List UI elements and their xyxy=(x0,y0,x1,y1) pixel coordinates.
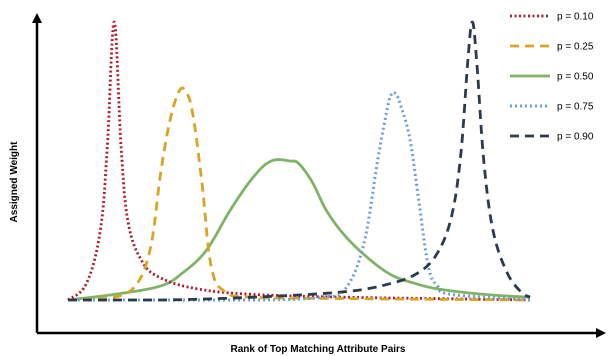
legend: p = 0.10 p = 0.25 p = 0.50 p = 0.75 p = 0.90 xyxy=(510,12,594,143)
series-line-p-0-50 xyxy=(67,158,531,302)
legend-label: p = 0.75 xyxy=(557,102,594,113)
legend-item: p = 0.50 xyxy=(510,72,594,83)
series-line-p-0-90 xyxy=(67,20,531,302)
legend-item: p = 0.25 xyxy=(510,42,594,53)
legend-label: p = 0.50 xyxy=(557,72,594,83)
series-line-p-0-25 xyxy=(67,86,531,302)
series-line-p-0-75 xyxy=(67,90,531,302)
legend-label: p = 0.10 xyxy=(557,12,594,23)
legend-item: p = 0.75 xyxy=(510,102,594,113)
legend-item: p = 0.90 xyxy=(510,132,594,143)
series-group xyxy=(67,20,531,302)
x-axis-label: Rank of Top Matching Attribute Pairs xyxy=(230,344,405,355)
series-line-p-0-10 xyxy=(67,20,531,302)
legend-label: p = 0.90 xyxy=(557,132,594,143)
legend-item: p = 0.10 xyxy=(510,12,594,23)
y-axis-label: Assigned Weight xyxy=(9,141,20,223)
legend-label: p = 0.25 xyxy=(557,42,594,53)
